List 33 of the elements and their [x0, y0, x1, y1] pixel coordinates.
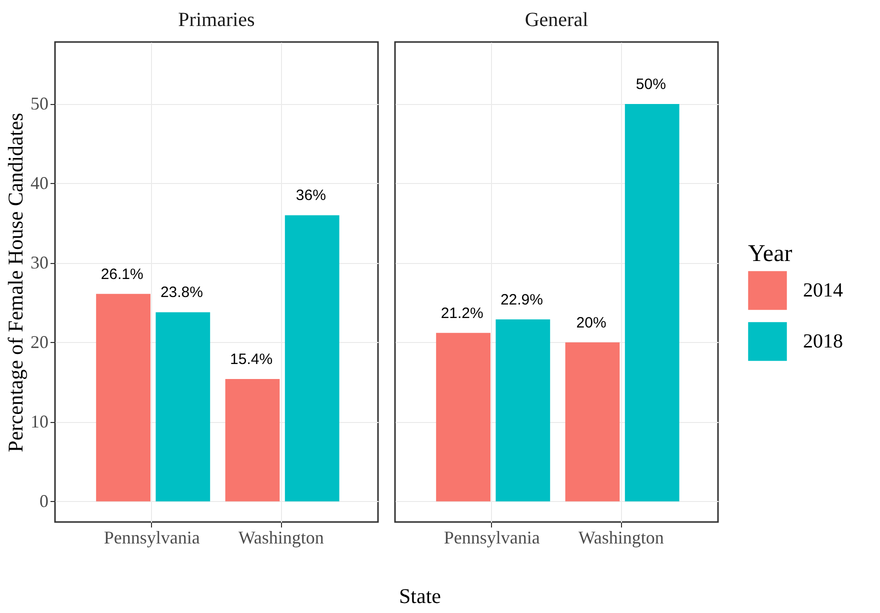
y-tick-label: 30	[30, 252, 48, 272]
bar	[496, 319, 550, 502]
y-axis-title: Percentage of Female House Candidates	[4, 112, 28, 452]
y-tick-label: 50	[30, 93, 48, 114]
x-tick-label: Washington	[578, 528, 664, 548]
y-tick-label: 0	[40, 490, 48, 511]
bar	[284, 215, 340, 502]
chart-title: General	[524, 9, 589, 31]
data-label: 23.8%	[160, 284, 203, 302]
data-label: 26.1%	[100, 266, 144, 283]
x-tick-label: Pennsylvania	[444, 528, 540, 548]
data-label: 50%	[636, 76, 666, 93]
data-label: 15.4%	[230, 350, 273, 368]
y-tick-label: 10	[30, 411, 48, 432]
x-tick-label: Washington	[238, 528, 324, 548]
y-tick-label: 20	[30, 332, 48, 352]
bar	[96, 294, 150, 502]
bar	[565, 342, 620, 502]
bar	[436, 332, 490, 502]
legend-label: 2018	[803, 330, 843, 352]
legend-title: Year	[748, 241, 792, 267]
data-label: 21.2%	[440, 304, 484, 322]
y-tick-label: 40	[30, 172, 48, 193]
bar	[225, 378, 280, 502]
bar	[156, 312, 210, 502]
x-axis-title: State	[398, 584, 442, 609]
legend-label: 2014	[803, 280, 843, 302]
data-label: 22.9%	[500, 291, 543, 308]
x-tick-label: Pennsylvania	[104, 528, 200, 548]
chart-title: Primaries	[178, 9, 256, 31]
bar	[624, 104, 680, 502]
data-label: 36%	[296, 187, 326, 204]
data-label: 20%	[576, 314, 606, 332]
